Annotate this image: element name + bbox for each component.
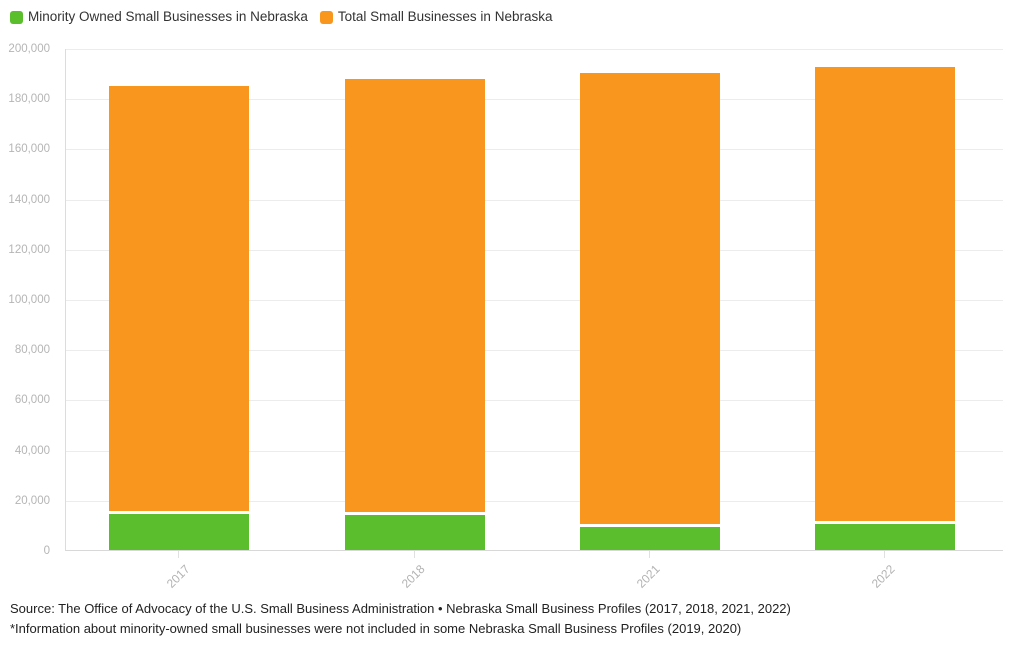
- minority-bar-2021[interactable]: [579, 524, 720, 550]
- gridline: [66, 400, 1003, 402]
- chart-source: Source: The Office of Advocacy of the U.…: [10, 599, 791, 639]
- minority-bar-2018[interactable]: [344, 511, 485, 550]
- gridline: [66, 49, 1003, 50]
- y-axis-tick-label: 0: [43, 545, 50, 557]
- y-axis-tick-label: 200,000: [8, 43, 50, 55]
- total-bar-2021[interactable]: [579, 72, 720, 550]
- minority-bar-2022[interactable]: [814, 521, 955, 550]
- gridline: [66, 249, 1003, 251]
- legend-item-total: Total Small Businesses in Nebraska: [319, 9, 553, 24]
- x-axis-tick: [883, 551, 885, 558]
- total-bar-2017[interactable]: [109, 86, 250, 550]
- legend-swatch-minority-icon: [10, 10, 23, 24]
- gridline: [66, 149, 1003, 151]
- x-axis-label: 2018: [398, 562, 428, 591]
- total-bar-2018[interactable]: [344, 79, 485, 550]
- y-axis-tick-label: 180,000: [8, 93, 50, 106]
- y-axis-tick-label: 140,000: [8, 193, 50, 206]
- footnote-line: *Information about minority-owned small …: [10, 621, 742, 636]
- gridline: [66, 99, 1003, 101]
- y-axis-tick-label: 160,000: [8, 143, 50, 156]
- x-axis-tick: [648, 551, 650, 558]
- bar-group-2017: [109, 86, 250, 550]
- y-axis-tick-label: 80,000: [14, 344, 50, 357]
- bar-group-2018: [344, 79, 485, 550]
- gridline: [66, 300, 1003, 301]
- bar-group-2021: [579, 72, 720, 550]
- legend-label-total: Total Small Businesses in Nebraska: [337, 9, 553, 24]
- x-axis-tick: [413, 551, 415, 558]
- legend: Minority Owned Small Businesses in Nebra…: [10, 10, 552, 24]
- x-axis-tick: [178, 551, 180, 558]
- gridline: [66, 450, 1003, 452]
- total-bar-2022[interactable]: [814, 66, 955, 550]
- gridline: [66, 199, 1003, 201]
- y-axis-tick-label: 100,000: [8, 294, 50, 306]
- y-axis-tick-label: 40,000: [14, 444, 50, 457]
- gridline: [66, 350, 1003, 352]
- y-axis-tick-label: 60,000: [14, 394, 50, 407]
- x-axis-label: 2017: [163, 562, 193, 591]
- gridline: [66, 500, 1003, 502]
- x-axis-label: 2022: [869, 562, 898, 591]
- source-line: Source: The Office of Advocacy of the U.…: [10, 601, 791, 616]
- plot-area: [65, 49, 1003, 551]
- y-axis-tick-label: 120,000: [8, 243, 50, 256]
- legend-item-minority: Minority Owned Small Businesses in Nebra…: [10, 10, 308, 24]
- y-axis-tick-label: 20,000: [14, 494, 50, 507]
- bar-group-2022: [814, 66, 955, 550]
- legend-swatch-total-icon: [319, 10, 333, 24]
- x-axis-label: 2021: [633, 562, 663, 591]
- legend-label-minority: Minority Owned Small Businesses in Nebra…: [28, 9, 308, 24]
- minority-bar-2017[interactable]: [109, 511, 250, 550]
